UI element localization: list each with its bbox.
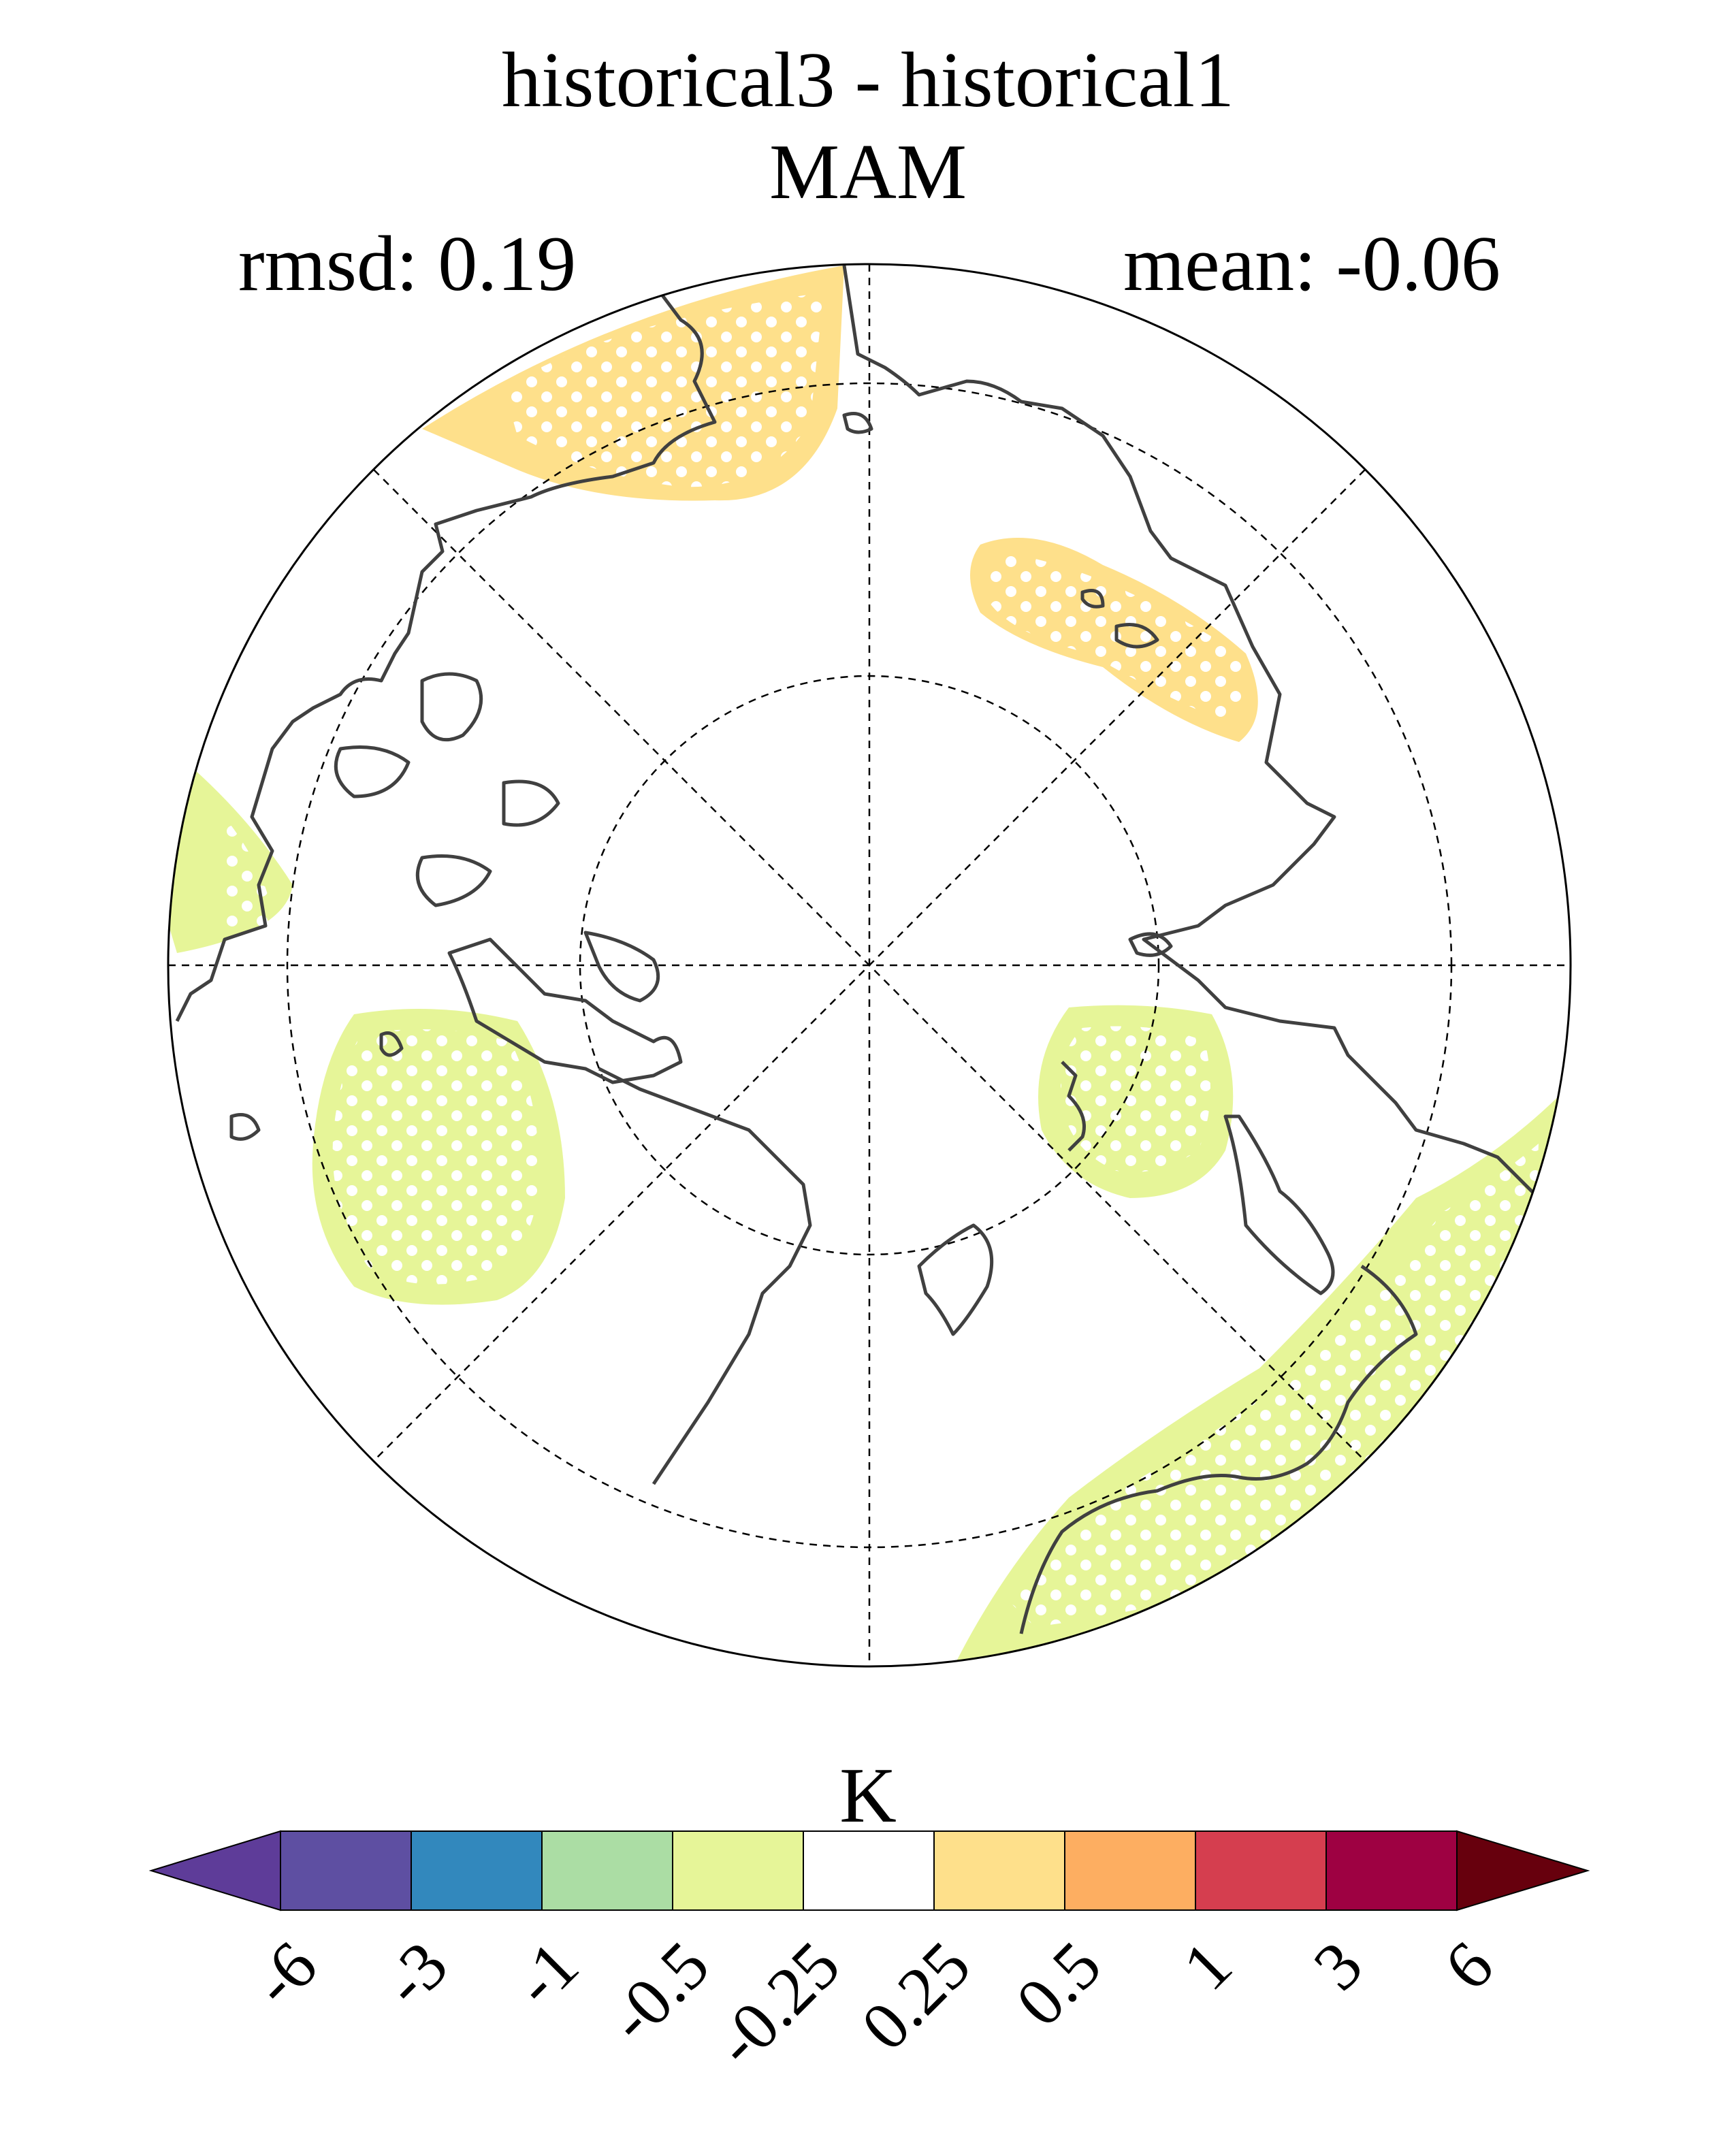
positive-anomaly-region — [422, 265, 1258, 742]
colorbar-tick-label: -0.25 — [700, 1926, 854, 2081]
colorbar-tick-label: -3 — [368, 1926, 462, 2021]
negative-anomaly-region — [168, 749, 1571, 1666]
plot-title: historical3 - historical1 — [502, 37, 1234, 124]
colorbar-box — [541, 1830, 673, 1911]
colorbar-box — [803, 1830, 935, 1911]
colorbar-box — [1064, 1830, 1196, 1911]
rmsd-label: rmsd: 0.19 — [238, 221, 577, 308]
colorbar-box — [411, 1830, 543, 1911]
colorbar-box — [672, 1830, 804, 1911]
colorbar-box — [1325, 1830, 1458, 1911]
colorbar-tick-label: -1 — [499, 1926, 593, 2021]
colorbar-tick-label: 0.25 — [847, 1926, 985, 2065]
colorbar-tick-label: 3 — [1299, 1926, 1377, 2005]
colorbar-tick-label: 0.5 — [1001, 1926, 1116, 2041]
graticule — [168, 264, 1571, 1666]
coastlines — [175, 265, 1567, 1634]
colorbar-extend-low — [148, 1830, 281, 1911]
colorbar-extend-high — [1456, 1830, 1590, 1911]
map-boundary — [167, 263, 1572, 1668]
colorbar-tick-label: -0.5 — [594, 1926, 724, 2057]
polar-map — [167, 263, 1572, 1668]
colorbar-units: K — [839, 1752, 897, 1839]
colorbar — [148, 1830, 1590, 1911]
colorbar-box — [1195, 1830, 1327, 1911]
season-label: MAM — [769, 129, 967, 216]
colorbar-tick-label: 1 — [1168, 1926, 1247, 2005]
colorbar-box — [933, 1830, 1065, 1911]
mean-label: mean: -0.06 — [1123, 221, 1500, 308]
colorbar-tick-label: 6 — [1430, 1926, 1508, 2005]
colorbar-tick-label: -6 — [238, 1926, 332, 2021]
colorbar-box — [280, 1830, 412, 1911]
